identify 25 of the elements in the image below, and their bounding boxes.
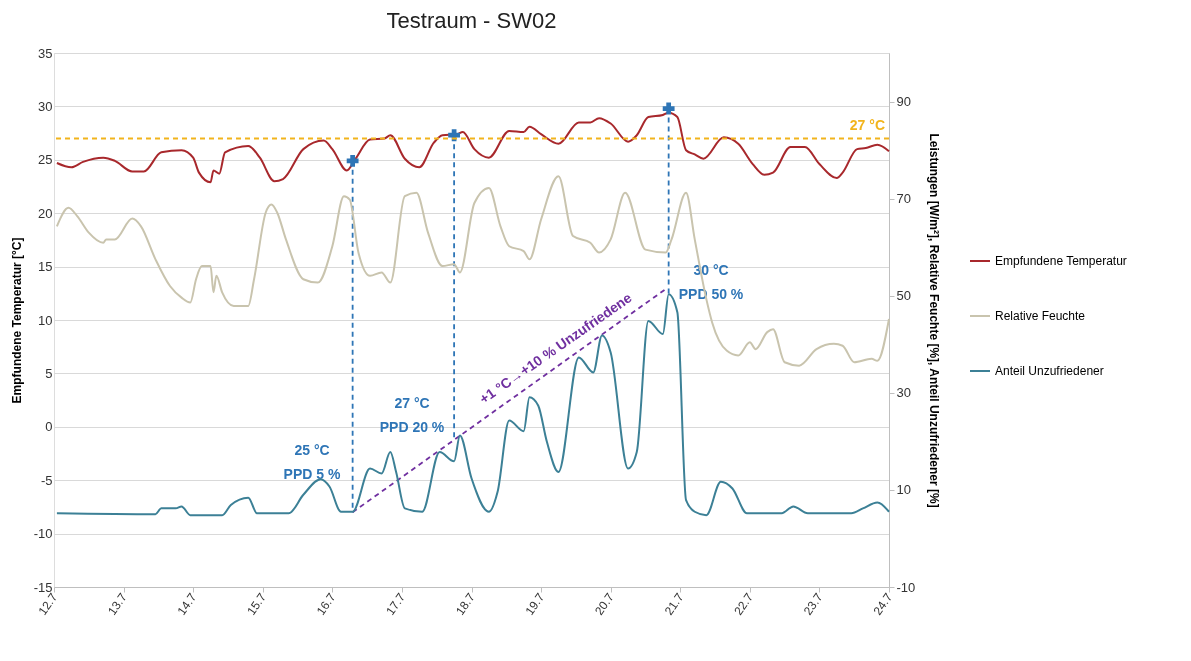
- y2-tick-label: 90: [896, 94, 911, 110]
- y-tick-label: -10: [33, 526, 53, 542]
- y-axis-title: Empfundene Temperatur [°C]: [9, 237, 24, 404]
- y2-axis-title: Leistungen [W/m²], Relative Feuchte [%], Anteil Unzufriedener [%]: [927, 133, 942, 508]
- y-tick-label: 15: [38, 259, 53, 275]
- y2-tick-label: 70: [896, 191, 911, 207]
- y2-tick-label: 10: [896, 482, 911, 498]
- annotation: 27 °C PPD 20 %: [379, 395, 445, 435]
- y-tick-label: -5: [40, 472, 53, 488]
- chart-title: Testraum - SW02: [386, 8, 557, 33]
- y-tick-label: 20: [38, 205, 53, 221]
- y2-tick-label: 50: [896, 288, 911, 304]
- legend-label: Relative Feuchte: [995, 309, 1086, 323]
- legend-label: Empfundene Temperatur: [995, 254, 1127, 268]
- y-tick-label: 5: [45, 365, 53, 381]
- y-tick-label: 35: [38, 45, 53, 61]
- y-tick-label: 0: [45, 419, 53, 435]
- y2-tick-label: -10: [896, 579, 916, 595]
- y2-tick-label: 30: [896, 385, 911, 401]
- annotation: 25 °C PPD 5 %: [283, 442, 341, 482]
- y-tick-label: 10: [38, 312, 53, 328]
- ref-line-label: 27 °C: [849, 117, 885, 134]
- y-tick-label: 30: [38, 98, 53, 114]
- y-tick-label: 25: [38, 152, 53, 168]
- legend-label: Anteil Unzufriedener: [995, 364, 1104, 378]
